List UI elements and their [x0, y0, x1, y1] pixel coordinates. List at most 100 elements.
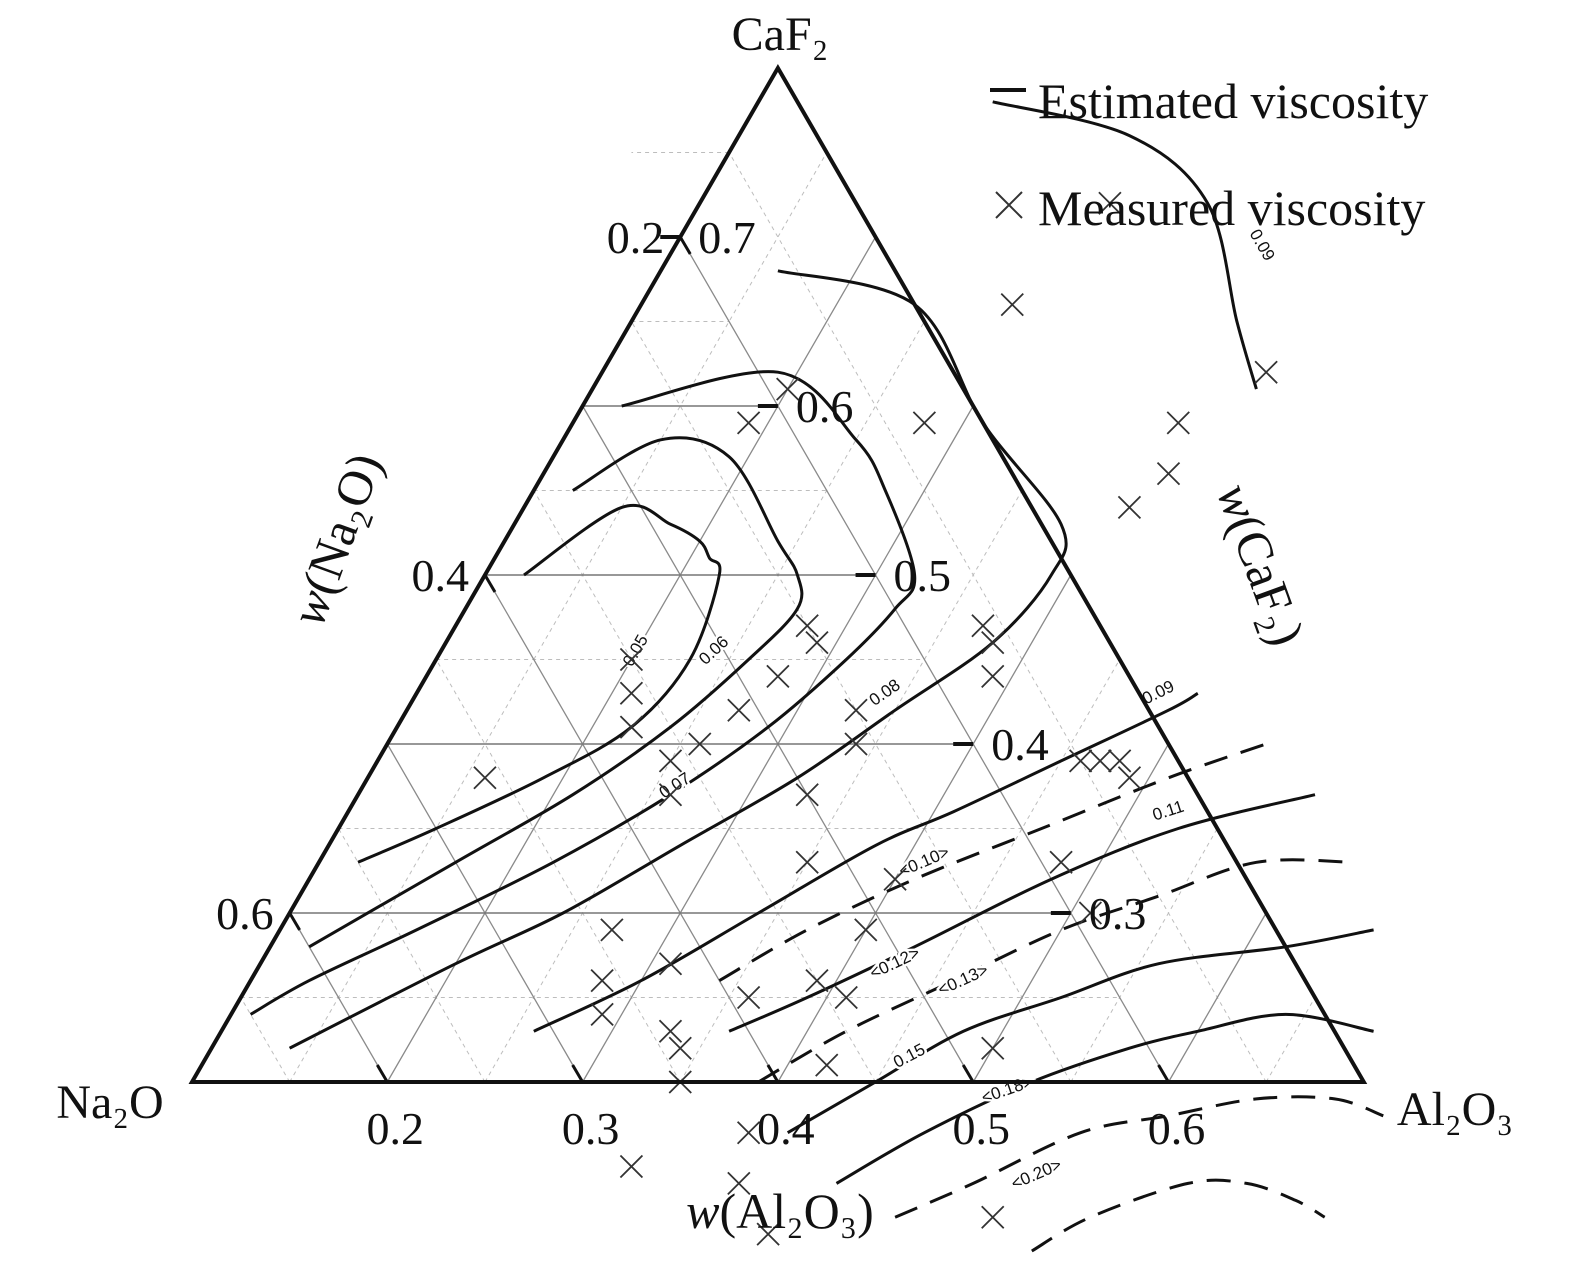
measured-point [776, 377, 800, 401]
legend-measured-label: Measured viscosity [1038, 180, 1425, 236]
measured-points [473, 191, 1278, 1246]
measured-point [981, 630, 1005, 655]
contour-label: <0.18> [979, 1072, 1035, 1107]
tick-mark-bottom [766, 1064, 780, 1083]
measured-point [727, 1171, 751, 1196]
contour-line [357, 503, 722, 864]
measured-point [834, 985, 858, 1010]
measured-point [1117, 766, 1142, 790]
grid-line-na2o [338, 828, 486, 1083]
measured-point [736, 985, 761, 1010]
tick-label-bottom: 0.4 [757, 1103, 815, 1154]
measured-point [688, 732, 712, 756]
tick-label-bottom: 0.6 [1148, 1103, 1206, 1154]
tick-mark-bottom [376, 1064, 389, 1083]
measured-point [658, 1019, 683, 1043]
tick-mark-bottom [1157, 1064, 1170, 1083]
measured-point [1156, 461, 1181, 486]
grid-line-na2o [240, 997, 291, 1083]
measured-point [619, 715, 644, 739]
axis-title-right: w(CaF₂) [1206, 476, 1316, 653]
tick-label-bottom: 0.5 [952, 1103, 1010, 1154]
tick-label-left: 0.4 [411, 550, 469, 601]
measured-point [1078, 901, 1103, 925]
measured-point [658, 783, 683, 807]
tick-label-right: 0.6 [796, 381, 854, 432]
axis-title-bottom-body: (Al₂O₃) [720, 1183, 874, 1239]
axis-title-bottom: w(Al₂O₃) [686, 1183, 874, 1239]
contour-line [835, 1012, 1374, 1185]
axis-title-bottom-italic: w [686, 1183, 719, 1239]
contour-line [249, 370, 917, 1016]
measured-point [1068, 749, 1093, 773]
grid-line-al2o3 [1070, 828, 1218, 1083]
measured-point [883, 867, 907, 891]
measured-point [619, 681, 644, 705]
axis-title-left-body: (Na₂O) [291, 446, 393, 602]
measured-point [795, 614, 819, 638]
measured-point [590, 1002, 614, 1027]
grid-line-al2o3 [1265, 997, 1316, 1083]
contour-line [1031, 1178, 1326, 1253]
measured-point [1000, 292, 1024, 317]
grid-line-na2o [630, 321, 1072, 1083]
tick-label-left: 0.2 [607, 212, 665, 263]
measured-point [1088, 749, 1112, 773]
measured-point [844, 698, 868, 722]
axis-ticks: 0.2 0.3 0.4 0.5 0.6 0.2 0.4 0.6 0.7 0.6 0.5 0.4 0.3 [216, 212, 1205, 1154]
vertex-label-left: Na₂O [56, 1076, 163, 1129]
measured-point [736, 1121, 761, 1145]
axis-title-right-body: (CaF₂) [1217, 507, 1315, 652]
measured-point [981, 664, 1005, 689]
tick-label-right: 0.5 [894, 550, 952, 601]
tick-label-right: 0.4 [991, 719, 1048, 770]
grid-line-al2o3 [679, 490, 1023, 1083]
measured-point [668, 1036, 692, 1060]
grid-line-al2o3 [875, 659, 1121, 1083]
contour-line [894, 1095, 1384, 1219]
vertex-label-right: Al₂O₃ [1397, 1083, 1513, 1136]
contour-line [308, 436, 804, 949]
measured-point [854, 918, 878, 942]
contour-label: <0.12> [867, 943, 923, 983]
contour-label: 0.15 [890, 1040, 928, 1072]
axis-title-left: w(Na₂O) [279, 446, 393, 633]
measured-point [1049, 850, 1073, 874]
grid-line-al2o3 [484, 321, 925, 1083]
grid-line-na2o [679, 236, 1170, 1083]
measured-point [805, 968, 829, 993]
vertex-label-top: CaF₂ [732, 8, 829, 61]
tick-mark-left [678, 236, 692, 255]
tick-mark-left [483, 574, 497, 593]
measured-point [971, 614, 995, 638]
grid-line-na2o [435, 659, 681, 1083]
legend: Estimated viscosity Measured viscosity [990, 73, 1428, 236]
measured-point [1098, 191, 1122, 215]
measured-point [981, 1205, 1005, 1229]
contour-line [718, 742, 1267, 982]
tick-mark-bottom [571, 1064, 584, 1083]
minor-grid [240, 152, 1316, 1083]
measured-point [795, 783, 819, 807]
tick-label-bottom: 0.2 [367, 1103, 425, 1154]
grid-line-na2o [728, 152, 1267, 1083]
tick-mark-left [288, 912, 301, 931]
tick-label-bottom: 0.3 [562, 1103, 620, 1154]
grid-line-na2o [289, 912, 388, 1083]
grid-line-al2o3 [289, 152, 828, 1083]
contour-line [757, 858, 1355, 1084]
tick-label-right: 0.7 [698, 212, 756, 263]
legend-estimated-label: Estimated viscosity [1038, 73, 1428, 129]
contour-line [728, 793, 1316, 1033]
measured-point [658, 749, 683, 773]
grid-line-na2o [484, 574, 779, 1083]
tick-mark-bottom [961, 1064, 975, 1083]
measured-point [619, 647, 644, 672]
measured-point [473, 766, 497, 790]
measured-point [658, 952, 683, 976]
measured-point [600, 918, 624, 942]
measured-point [756, 1222, 780, 1246]
grid-line-al2o3 [777, 574, 1072, 1083]
measured-point [912, 411, 937, 435]
measured-point [981, 1036, 1005, 1060]
